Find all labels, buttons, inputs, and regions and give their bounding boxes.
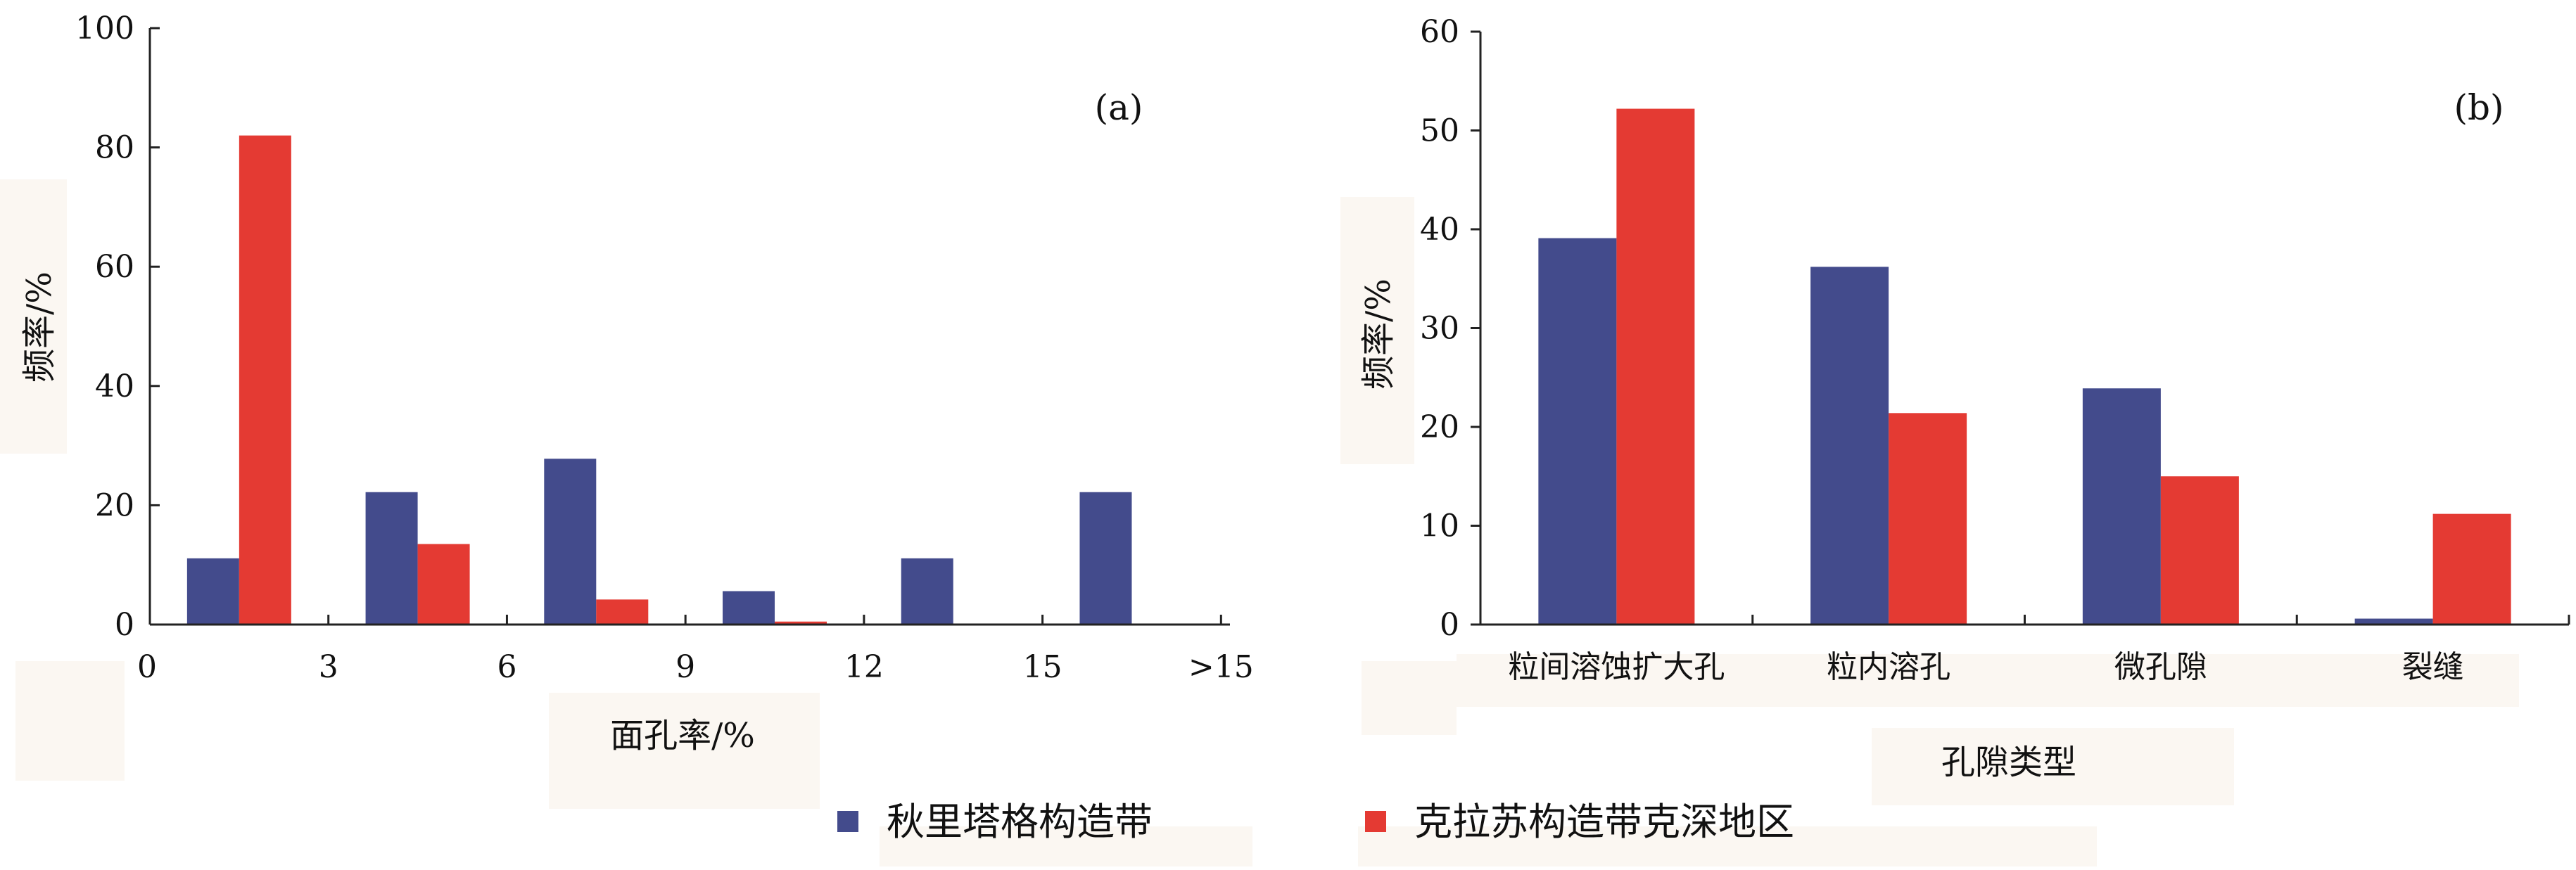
y-tick-label-b: 10 (1420, 508, 1459, 544)
x-category-label-b: 微孔隙 (2114, 649, 2207, 685)
label-backdrop (549, 693, 820, 809)
y-tick-label-a: 20 (95, 487, 134, 523)
x-axis-title-a: 面孔率/% (610, 716, 755, 755)
y-tick-label-a: 0 (115, 607, 134, 643)
bar-b-qiulitage-1 (1810, 267, 1889, 625)
label-backdrop (1358, 826, 2097, 866)
x-tick-label-a: 6 (497, 649, 516, 685)
y-tick-label-a: 40 (95, 369, 134, 404)
bar-a-kelasu-0 (239, 135, 291, 625)
bar-b-qiulitage-3 (2354, 618, 2433, 625)
x-tick-label-a: 12 (844, 649, 884, 685)
bar-b-kelasu-3 (2432, 513, 2511, 625)
y-tick-label-b: 50 (1420, 113, 1459, 149)
y-tick-label-b: 20 (1420, 409, 1459, 445)
x-tick-label-a: >15 (1188, 649, 1254, 685)
bar-b-kelasu-1 (1889, 413, 1967, 625)
label-backdrop (880, 826, 1252, 866)
label-backdrop (15, 661, 125, 781)
y-tick-label-b: 30 (1420, 311, 1459, 347)
axes-a: 0 20 40 60 80 100 0 3 6 9 12 15 >15 (75, 11, 1254, 685)
x-tick-label-a: 3 (319, 649, 338, 685)
y-axis-title-b: 频率/% (1359, 279, 1398, 390)
legend-swatch-kelasu (1365, 811, 1386, 832)
bar-b-qiulitage-2 (2082, 388, 2161, 625)
chart-panel-a: 0 20 40 60 80 100 0 3 6 9 12 15 >15 (a) 面孔率/% 频率/% (20, 11, 1254, 755)
x-category-label-b: 粒间溶蚀扩大孔 (1508, 649, 1725, 685)
y-tick-label-a: 100 (75, 11, 134, 46)
label-backdrop (0, 179, 67, 454)
label-backdrop (1872, 728, 2234, 805)
bar-a-kelasu-1 (417, 544, 470, 625)
bar-a-kelasu-3 (775, 621, 827, 625)
x-tick-label-a: 0 (137, 649, 157, 685)
bar-a-qiulitage-2 (544, 459, 597, 625)
bar-group-a (186, 135, 1132, 625)
y-tick-label-a: 80 (95, 130, 134, 166)
bar-a-qiulitage-1 (365, 492, 418, 625)
bar-group-b (1538, 108, 2511, 625)
panel-label-a: (a) (1095, 87, 1143, 128)
bar-a-kelasu-2 (596, 599, 649, 625)
x-tick-label-a: 9 (675, 649, 695, 685)
label-backdrop (1362, 661, 1457, 735)
legend-label-qiulitage: 秋里塔格构造带 (887, 800, 1153, 844)
y-axis-title-a: 频率/% (20, 271, 59, 383)
bar-a-qiulitage-5 (1079, 492, 1132, 625)
bar-a-qiulitage-4 (901, 558, 953, 625)
bar-a-qiulitage-0 (186, 558, 239, 625)
axes-b: 粒间溶蚀扩大孔 粒内溶孔 微孔隙 裂缝 0 10 20 30 40 50 60 (1420, 14, 2570, 685)
bar-b-qiulitage-0 (1538, 238, 1617, 625)
x-tick-label-a: 15 (1023, 649, 1062, 685)
x-axis-title-b: 孔隙类型 (1941, 743, 2076, 782)
x-category-label-b: 粒内溶孔 (1827, 649, 1950, 685)
label-backdrop (1340, 197, 1414, 464)
bar-b-kelasu-0 (1616, 108, 1695, 625)
x-category-label-b: 裂缝 (2402, 649, 2464, 685)
bar-a-qiulitage-3 (723, 591, 775, 625)
bar-b-kelasu-2 (2160, 476, 2239, 625)
legend-label-kelasu: 克拉苏构造带克深地区 (1414, 800, 1794, 844)
legend: 秋里塔格构造带 克拉苏构造带克深地区 (837, 800, 1794, 844)
y-tick-label-a: 60 (95, 249, 134, 285)
y-tick-label-b: 40 (1420, 212, 1459, 248)
y-tick-label-b: 0 (1440, 607, 1459, 643)
label-backdrop (1457, 654, 2519, 707)
legend-swatch-qiulitage (837, 811, 858, 832)
panel-label-b: (b) (2454, 87, 2504, 128)
chart-panel-b: 粒间溶蚀扩大孔 粒内溶孔 微孔隙 裂缝 0 10 20 30 40 50 60 (b) 孔隙类型 频… (1359, 14, 2570, 782)
y-tick-label-b: 60 (1420, 14, 1459, 50)
